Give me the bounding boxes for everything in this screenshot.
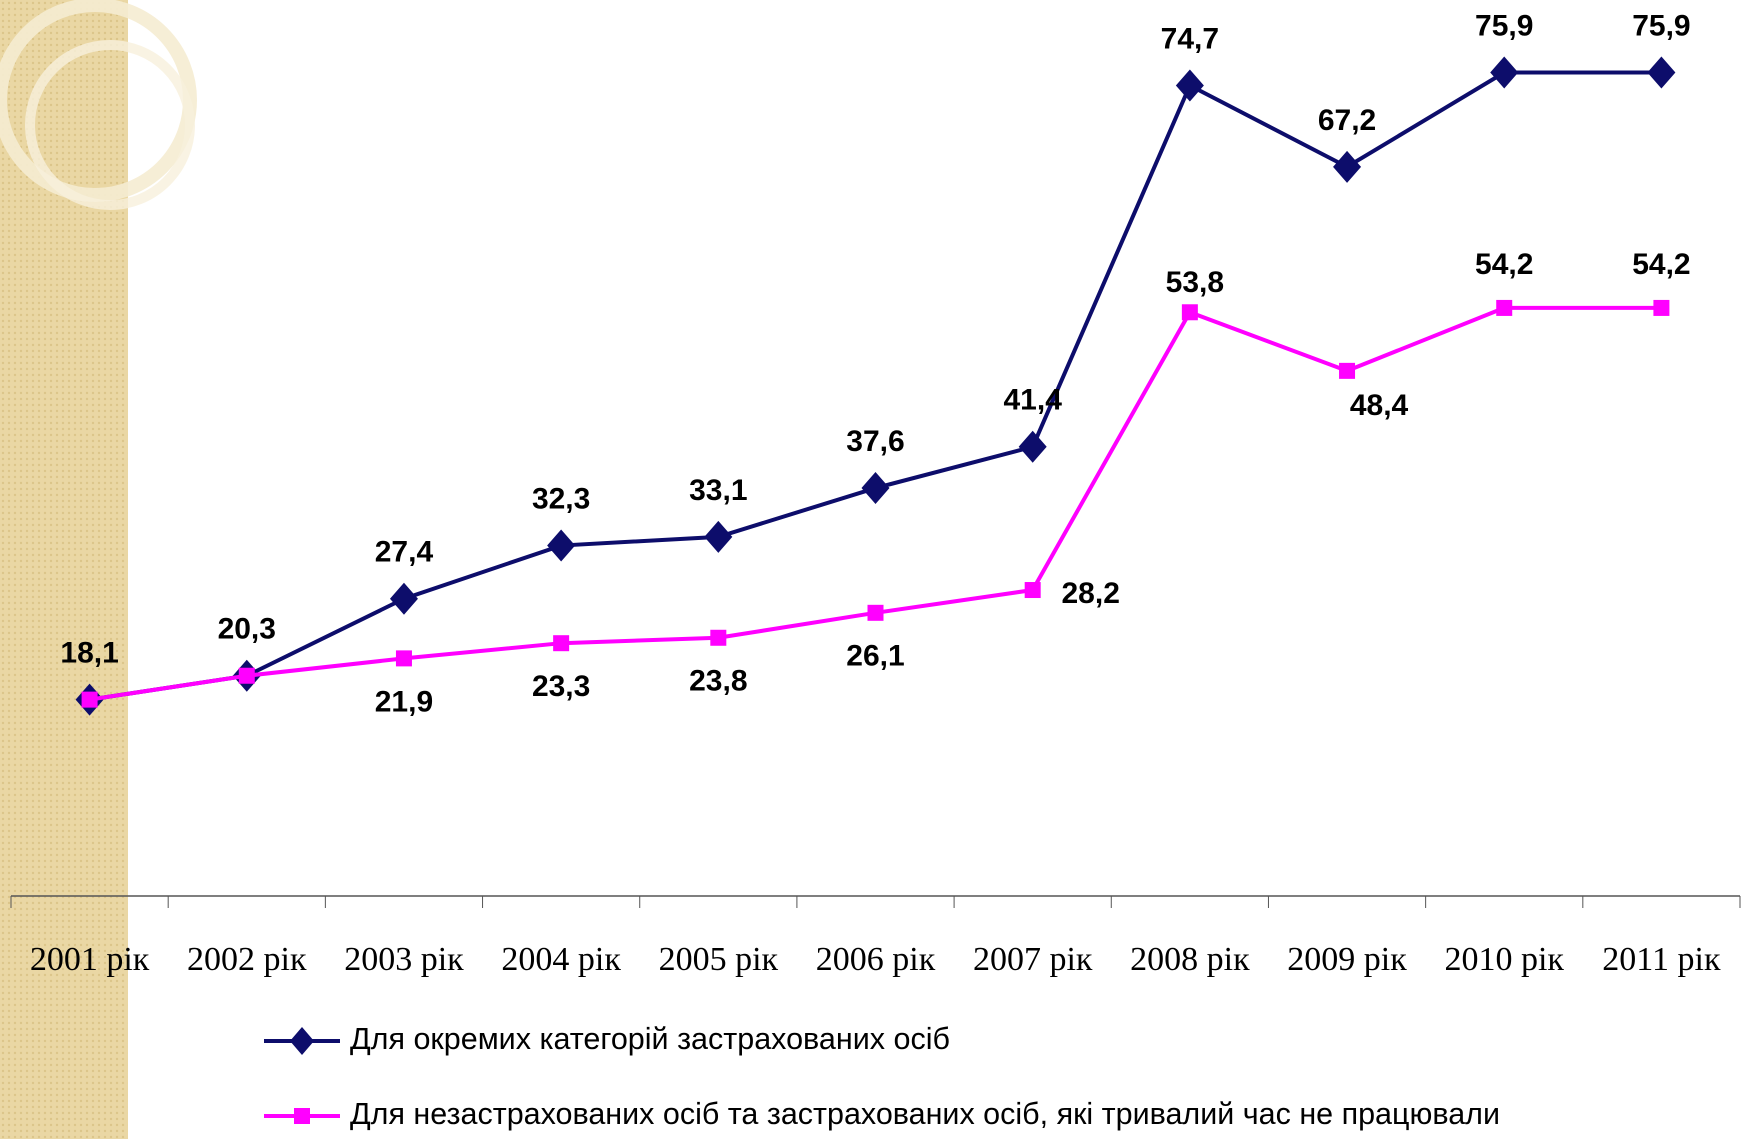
point	[1653, 299, 1670, 316]
point	[553, 635, 570, 652]
data-label: 28,2	[1061, 577, 1119, 610]
point	[1647, 56, 1676, 89]
data-label: 37,6	[846, 425, 904, 458]
point	[1181, 304, 1198, 321]
point	[395, 650, 412, 667]
point	[1339, 362, 1356, 379]
side-decoration	[0, 0, 197, 1139]
point	[1175, 69, 1204, 102]
point	[1490, 56, 1519, 89]
data-label: 53,8	[1166, 266, 1224, 299]
point	[704, 520, 733, 553]
data-label: 75,9	[1475, 9, 1533, 42]
x-tick-label: 2010 рік	[1444, 941, 1564, 978]
x-tick-label: 2007 рік	[973, 941, 1093, 978]
data-label: 33,1	[689, 474, 747, 507]
data-label: 27,4	[375, 536, 434, 569]
legend-marker	[294, 1108, 310, 1124]
data-label: 54,2	[1632, 248, 1690, 281]
legend-marker	[290, 1027, 314, 1055]
data-label: 23,3	[532, 670, 590, 703]
data-label: 41,4	[1003, 384, 1062, 417]
point	[710, 629, 727, 646]
point	[389, 582, 418, 615]
data-label: 20,3	[218, 613, 276, 646]
point	[238, 667, 255, 684]
x-tick-label: 2008 рік	[1130, 941, 1250, 978]
x-tick-label: 2002 рік	[187, 941, 307, 978]
data-label: 26,1	[846, 640, 904, 673]
point	[1496, 299, 1513, 316]
data-label: 23,8	[689, 665, 747, 698]
x-tick-label: 2001 рік	[30, 941, 150, 978]
x-tick-label: 2005 рік	[659, 941, 779, 978]
point	[1024, 582, 1041, 599]
legend-label: Для окремих категорій застрахованих осіб	[350, 1021, 950, 1056]
point	[547, 529, 576, 562]
legend: Для окремих категорій застрахованих осіб…	[264, 1021, 1500, 1131]
point	[1333, 150, 1362, 183]
x-tick-label: 2003 рік	[344, 941, 464, 978]
data-label: 67,2	[1318, 104, 1376, 137]
point	[867, 604, 884, 621]
data-label: 48,4	[1350, 389, 1409, 422]
x-tick-label: 2011 рік	[1602, 941, 1721, 978]
x-tick-label: 2009 рік	[1287, 941, 1407, 978]
point	[81, 691, 98, 708]
point	[861, 472, 890, 505]
data-label: 74,7	[1161, 22, 1219, 55]
point	[1018, 430, 1047, 463]
data-label: 54,2	[1475, 248, 1533, 281]
x-tick-label: 2004 рік	[501, 941, 621, 978]
data-label: 21,9	[375, 685, 433, 718]
data-label: 75,9	[1632, 9, 1690, 42]
data-label: 18,1	[60, 637, 118, 670]
x-tick-label: 2006 рік	[816, 941, 936, 978]
legend-label: Для незастрахованих осіб та застраховани…	[350, 1096, 1500, 1131]
data-label: 32,3	[532, 482, 590, 515]
